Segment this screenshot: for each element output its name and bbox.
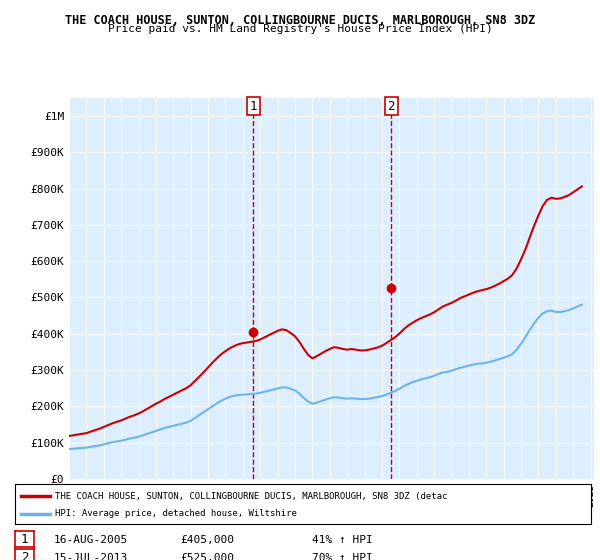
Text: £525,000: £525,000 <box>180 553 234 560</box>
Text: THE COACH HOUSE, SUNTON, COLLINGBOURNE DUCIS, MARLBOROUGH, SN8 3DZ: THE COACH HOUSE, SUNTON, COLLINGBOURNE D… <box>65 14 535 27</box>
Text: 16-AUG-2005: 16-AUG-2005 <box>54 535 128 545</box>
Text: Price paid vs. HM Land Registry's House Price Index (HPI): Price paid vs. HM Land Registry's House … <box>107 24 493 34</box>
Text: 70% ↑ HPI: 70% ↑ HPI <box>312 553 373 560</box>
Text: 1: 1 <box>250 100 257 113</box>
Text: 41% ↑ HPI: 41% ↑ HPI <box>312 535 373 545</box>
Text: THE COACH HOUSE, SUNTON, COLLINGBOURNE DUCIS, MARLBOROUGH, SN8 3DZ (detac: THE COACH HOUSE, SUNTON, COLLINGBOURNE D… <box>55 492 448 501</box>
Text: £405,000: £405,000 <box>180 535 234 545</box>
Text: 1: 1 <box>21 533 28 546</box>
Text: HPI: Average price, detached house, Wiltshire: HPI: Average price, detached house, Wilt… <box>55 509 297 519</box>
Text: 2: 2 <box>388 100 395 113</box>
Text: 15-JUL-2013: 15-JUL-2013 <box>54 553 128 560</box>
Text: 2: 2 <box>21 550 28 560</box>
